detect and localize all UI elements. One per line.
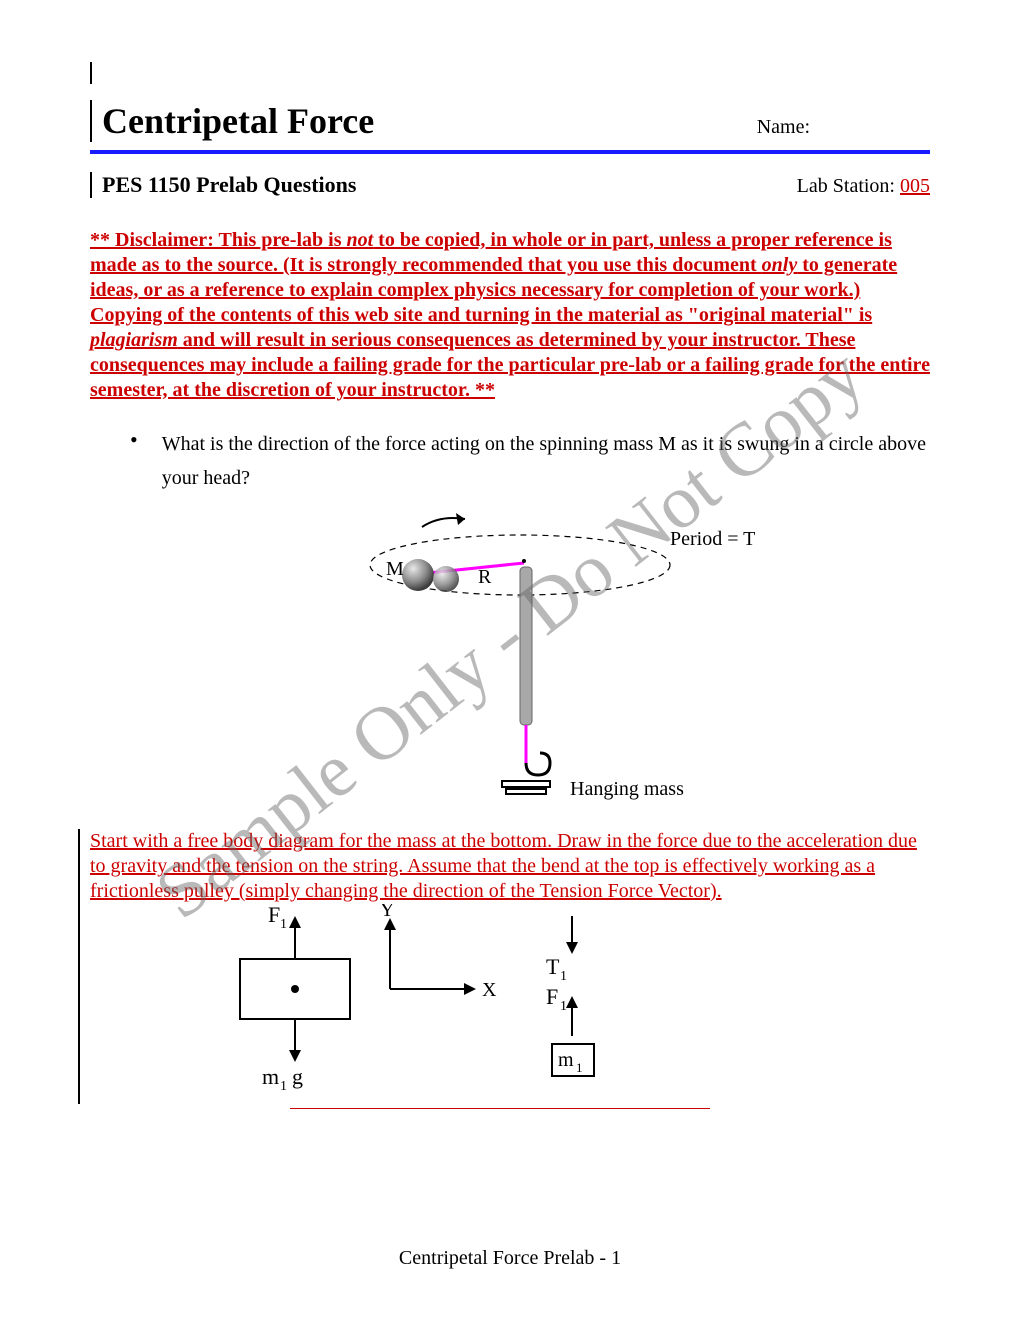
disclaimer-not: not (346, 229, 373, 251)
svg-text:g: g (292, 1064, 303, 1089)
svg-text:Y: Y (380, 904, 394, 921)
svg-text:T: T (546, 954, 560, 979)
lab-station-value: 005 (900, 175, 930, 197)
text-cursor (90, 62, 92, 84)
question-text: What is the direction of the force actin… (162, 427, 930, 495)
svg-text:1: 1 (280, 1079, 287, 1094)
lab-station: Lab Station: 005 (797, 175, 930, 198)
svg-text:1: 1 (560, 999, 567, 1014)
disclaimer-only: only (762, 254, 798, 276)
disclaimer-p1: ** Disclaimer: This pre-lab is (90, 229, 346, 251)
instruction-text: Start with a free body diagram for the m… (78, 829, 930, 904)
header-row: Centripetal Force Name: (90, 100, 930, 142)
question-block: • What is the direction of the force act… (130, 427, 930, 495)
page: Centripetal Force Name: PES 1150 Prelab … (0, 0, 1020, 1149)
subheader-row: PES 1150 Prelab Questions Lab Station: 0… (90, 172, 930, 198)
bullet-icon: • (130, 427, 138, 495)
svg-text:R: R (478, 566, 492, 588)
svg-text:F: F (268, 904, 280, 927)
period-label: Period = T (670, 528, 755, 550)
svg-text:F: F (546, 984, 558, 1009)
svg-text:1: 1 (576, 1060, 583, 1075)
red-underline (290, 1108, 710, 1109)
page-footer: Centripetal Force Prelab - 1 (0, 1247, 1020, 1270)
svg-text:M: M (386, 558, 404, 580)
blue-divider (90, 150, 930, 154)
svg-text:1: 1 (280, 917, 287, 932)
svg-text:X: X (482, 979, 497, 1001)
lab-station-label: Lab Station: (797, 175, 900, 197)
name-label: Name: (757, 116, 810, 139)
svg-text:1: 1 (560, 969, 567, 984)
disclaimer-p4: and will result in serious consequences … (90, 329, 930, 401)
svg-text:m: m (262, 1064, 279, 1089)
hanging-mass-label: Hanging mass (570, 778, 684, 800)
free-body-diagram: F 1 m 1 g X Y T 1 F 1 m 1 (78, 904, 930, 1104)
disclaimer-plag: plagiarism (90, 329, 178, 351)
svg-text:m: m (558, 1049, 574, 1071)
page-title: Centripetal Force (102, 100, 757, 142)
apparatus-diagram: M R Hanging mass Period = T (90, 505, 930, 825)
subheading: PES 1150 Prelab Questions (102, 172, 797, 198)
disclaimer-text: ** Disclaimer: This pre-lab is not to be… (90, 228, 930, 403)
